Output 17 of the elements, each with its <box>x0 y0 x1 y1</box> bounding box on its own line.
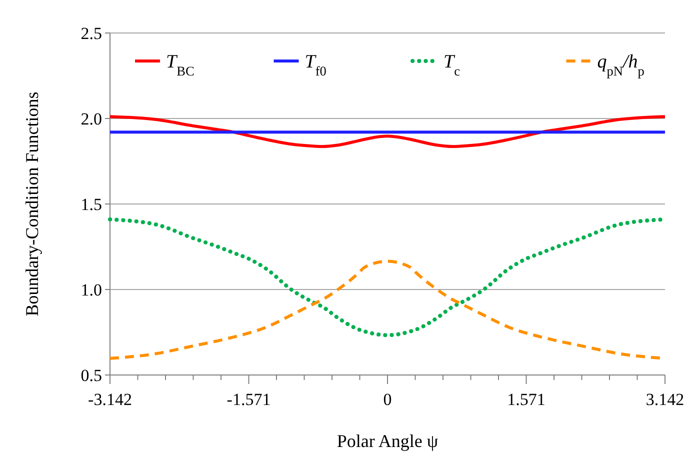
x-axis-title: Polar Angle ψ <box>336 431 439 451</box>
line-series <box>108 115 666 148</box>
x-tick-label: 3.142 <box>646 390 684 409</box>
y-axis-title: Boundary-Condition Functions <box>22 92 42 316</box>
y-tick-label: 0.5 <box>80 366 102 385</box>
legend-label: T$_{c}$ <box>444 52 460 78</box>
x-tick-label: -3.142 <box>88 390 132 409</box>
x-tick-label: 1.571 <box>507 390 546 409</box>
legend-label: q$_{pN}$/h$_{p}$ <box>597 52 645 78</box>
y-tick-label: 1.0 <box>80 280 102 300</box>
y-tick-label: 2.0 <box>80 109 102 128</box>
legend-label: T$_{f0}$ <box>304 52 327 78</box>
legend-label: T$_{BC}$ <box>166 52 194 78</box>
y-tick-label: 1.5 <box>80 194 102 214</box>
x-tick-label: -1.571 <box>226 390 271 409</box>
x-tick-label: 0 <box>383 390 392 409</box>
y-tick-label: 2.5 <box>80 24 102 43</box>
